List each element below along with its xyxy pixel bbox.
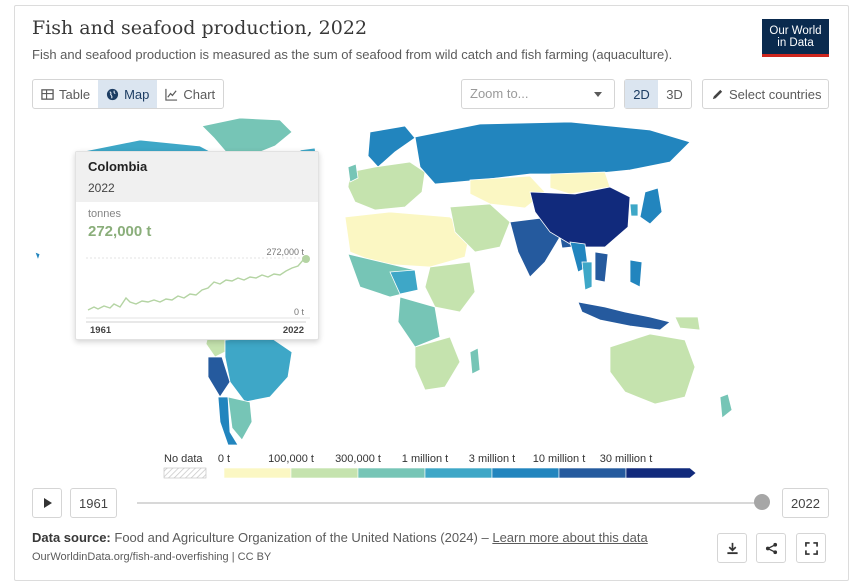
spark-min-label: 0 t (294, 307, 305, 317)
table-icon (41, 88, 54, 100)
country-philippines[interactable] (629, 259, 643, 288)
country-japan[interactable] (639, 187, 663, 225)
country-russia[interactable] (414, 121, 691, 185)
country-china[interactable] (529, 186, 631, 248)
fullscreen-button[interactable] (796, 533, 826, 563)
tab-chart-label: Chart (183, 86, 216, 102)
country-argentina[interactable] (227, 396, 253, 441)
map-legend: No data 0 t 100,000 t 300,000 t 1 millio… (163, 453, 697, 479)
data-source: Data source: Food and Agriculture Organi… (32, 530, 648, 545)
timeline-end-year[interactable]: 2022 (782, 488, 829, 518)
country-australia[interactable] (609, 333, 696, 405)
timeline-start-year[interactable]: 1961 (70, 488, 117, 518)
learn-more-link[interactable]: Learn more about this data (492, 530, 648, 545)
legend-label-1: 100,000 t (268, 453, 314, 465)
legend-label-6: 30 million t (600, 453, 653, 465)
spark-start-year: 1961 (90, 325, 112, 336)
source-text: Food and Agriculture Organization of the… (114, 530, 489, 545)
legend-bin-0[interactable] (223, 467, 292, 479)
country-thailand[interactable] (581, 261, 593, 291)
region-central-asia[interactable] (469, 175, 546, 209)
logo-line-2: in Data (777, 37, 814, 49)
source-url: OurWorldinData.org/fish-and-overfishing … (32, 551, 272, 563)
chart-title: Fish and seafood production, 2022 (32, 17, 368, 39)
dimension-toggle: 2D 3D (624, 79, 692, 109)
country-brazil[interactable] (224, 336, 293, 403)
legend-label-4: 3 million t (469, 453, 515, 465)
tooltip-header: Colombia 2022 (76, 152, 318, 202)
country-greenland[interactable] (201, 117, 293, 163)
country-tooltip: Colombia 2022 tonnes 272,000 t 272,000 t… (75, 151, 319, 340)
zoom-select[interactable]: Zoom to... (461, 79, 615, 109)
tooltip-year: 2022 (88, 181, 115, 195)
tab-map[interactable]: Map (98, 80, 158, 108)
legend-no-data-label: No data (164, 453, 203, 465)
tab-chart[interactable]: Chart (157, 80, 223, 108)
legend-label-3: 1 million t (402, 453, 448, 465)
region-central-africa[interactable] (397, 296, 441, 348)
country-peru[interactable] (207, 356, 231, 398)
tooltip-value: 272,000 t (88, 223, 152, 240)
legend-bin-6[interactable] (625, 467, 697, 479)
legend-bin-3[interactable] (424, 467, 493, 479)
play-button[interactable] (32, 488, 62, 518)
toggle-3d[interactable]: 3D (666, 86, 683, 102)
tab-table-label: Table (59, 86, 91, 102)
view-tabs: Table Map Chart (32, 79, 225, 109)
download-button[interactable] (717, 533, 747, 563)
spark-end-year: 2022 (283, 325, 304, 336)
sparkline: 272,000 t 0 t 1961 2022 (86, 247, 310, 336)
legend-no-data-swatch[interactable] (163, 467, 207, 479)
play-icon (44, 498, 52, 508)
islands-pacific (34, 251, 41, 262)
country-nigeria[interactable] (389, 269, 419, 295)
download-icon (726, 542, 738, 554)
tooltip-country: Colombia (88, 159, 148, 174)
logo-line-1: Our World (769, 25, 822, 37)
fullscreen-icon (804, 541, 818, 555)
zoom-placeholder: Zoom to... (470, 86, 529, 101)
timeline-track[interactable] (137, 502, 764, 504)
country-uk[interactable] (347, 163, 359, 183)
select-countries-label: Select countries (729, 86, 822, 102)
region-europe[interactable] (347, 161, 426, 211)
select-countries-button[interactable]: Select countries (702, 79, 829, 109)
spark-max-label: 272,000 t (266, 247, 304, 257)
globe-icon (107, 88, 119, 100)
legend-bin-4[interactable] (491, 467, 560, 479)
country-south-korea[interactable] (629, 203, 639, 217)
chart-subtitle: Fish and seafood production is measured … (32, 47, 673, 62)
tooltip-unit: tonnes (88, 208, 122, 220)
pencil-icon (712, 89, 723, 99)
country-new-zealand[interactable] (719, 393, 733, 419)
legend-label-2: 300,000 t (335, 453, 381, 465)
owid-logo[interactable]: Our World in Data (762, 19, 829, 57)
caret-down-icon (594, 92, 602, 97)
legend-bin-5[interactable] (558, 467, 627, 479)
region-east-africa[interactable] (424, 261, 476, 313)
source-label: Data source: (32, 530, 111, 545)
spark-end-marker (302, 255, 310, 263)
share-icon (765, 542, 777, 554)
share-button[interactable] (756, 533, 786, 563)
country-norway[interactable] (367, 125, 416, 168)
country-mongolia[interactable] (549, 171, 611, 195)
country-madagascar[interactable] (469, 347, 481, 375)
tab-map-label: Map (124, 86, 150, 102)
legend-label-5: 10 million t (533, 453, 586, 465)
legend-label-0: 0 t (218, 453, 230, 465)
legend-bin-2[interactable] (357, 467, 426, 479)
timeline-handle[interactable] (754, 494, 770, 510)
country-vietnam[interactable] (594, 251, 609, 283)
legend-bin-1[interactable] (290, 467, 359, 479)
line-chart-icon (165, 88, 178, 101)
legend-bins (223, 467, 697, 479)
region-north-africa[interactable] (344, 211, 471, 268)
country-indonesia[interactable] (577, 301, 671, 331)
tab-table[interactable]: Table (33, 80, 98, 108)
country-papua-new-guinea[interactable] (674, 316, 701, 331)
region-southern-africa[interactable] (414, 336, 461, 391)
spark-line (87, 258, 305, 311)
toggle-2d[interactable]: 2D (625, 80, 658, 108)
